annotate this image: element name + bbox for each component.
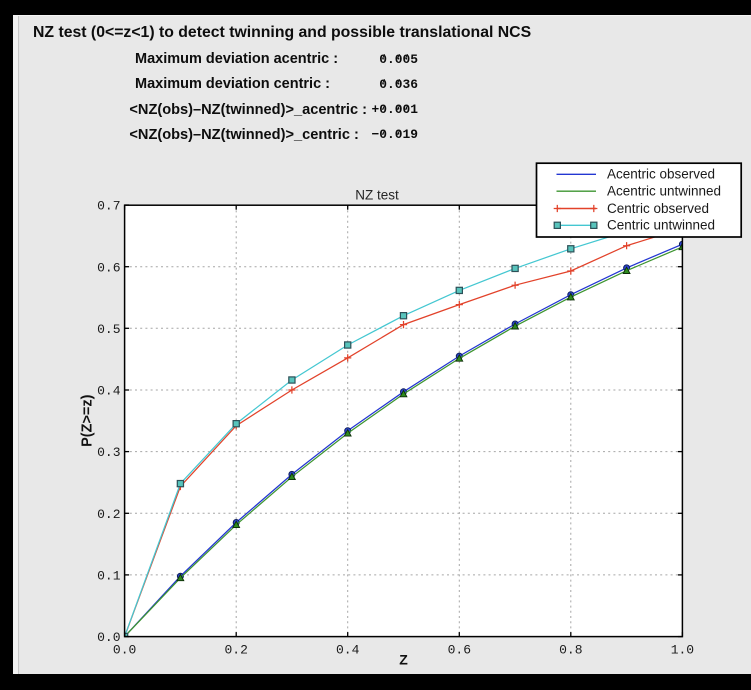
svg-text:Acentric observed: Acentric observed (607, 167, 715, 182)
svg-text:0.0: 0.0 (97, 630, 120, 645)
svg-text:0.2: 0.2 (97, 507, 120, 522)
svg-text:0.8: 0.8 (559, 643, 582, 658)
svg-text:0.4: 0.4 (336, 643, 360, 658)
svg-text:0.6: 0.6 (97, 260, 120, 275)
svg-text:0.5: 0.5 (97, 322, 120, 337)
svg-text:Centric untwinned: Centric untwinned (607, 218, 715, 233)
svg-text:0.4: 0.4 (97, 384, 121, 399)
svg-text:0.2: 0.2 (224, 643, 247, 658)
svg-text:0.3: 0.3 (97, 445, 120, 460)
svg-text:Z: Z (399, 652, 408, 668)
svg-text:P(Z>=z): P(Z>=z) (80, 394, 96, 447)
svg-text:Centric observed: Centric observed (607, 201, 709, 216)
svg-text:Acentric untwinned: Acentric untwinned (607, 184, 721, 199)
svg-text:0.1: 0.1 (97, 569, 121, 584)
svg-text:0.6: 0.6 (448, 643, 471, 658)
svg-text:NZ test: NZ test (355, 188, 399, 203)
svg-text:0.0: 0.0 (113, 643, 136, 658)
svg-text:1.0: 1.0 (671, 643, 694, 658)
svg-text:0.7: 0.7 (97, 199, 120, 214)
